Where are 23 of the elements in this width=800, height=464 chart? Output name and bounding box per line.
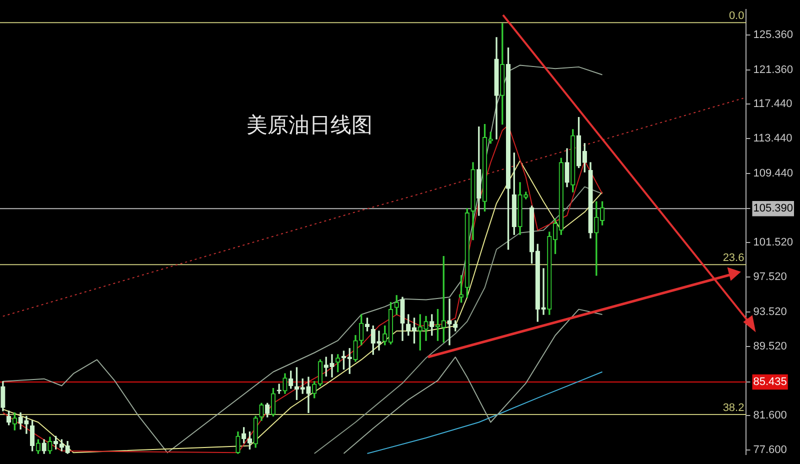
y-tick-label: 109.440 bbox=[753, 167, 794, 180]
annotation: 0.0 bbox=[728, 10, 744, 22]
candlestick bbox=[24, 416, 29, 434]
y-tick-label: 77.600 bbox=[753, 444, 787, 456]
text: 美原油日线图 bbox=[246, 113, 372, 138]
y-tick-label: 101.520 bbox=[753, 236, 794, 248]
y-tick-label: 97.520 bbox=[753, 271, 787, 284]
y-tick-label: 125.360 bbox=[753, 29, 794, 42]
candlestick bbox=[306, 376, 311, 414]
candlestick bbox=[541, 268, 546, 315]
line-series bbox=[2, 98, 744, 317]
candlestick bbox=[447, 298, 452, 346]
y-tick-label: 89.520 bbox=[753, 340, 787, 353]
y-tick-label: 105.390 bbox=[753, 202, 794, 215]
y-tick-label: 113.440 bbox=[753, 132, 792, 145]
y-tick-label: 93.520 bbox=[753, 306, 787, 318]
annotation: 38.2 bbox=[722, 402, 744, 414]
annotation: 23.6 bbox=[722, 252, 744, 264]
candlestick bbox=[330, 354, 334, 378]
y-tick-label: 121.360 bbox=[753, 64, 794, 76]
y-tick-label: 85.435 bbox=[753, 376, 787, 388]
y-tick-label: 81.600 bbox=[753, 409, 787, 422]
y-tick-label: 117.440 bbox=[753, 98, 792, 110]
